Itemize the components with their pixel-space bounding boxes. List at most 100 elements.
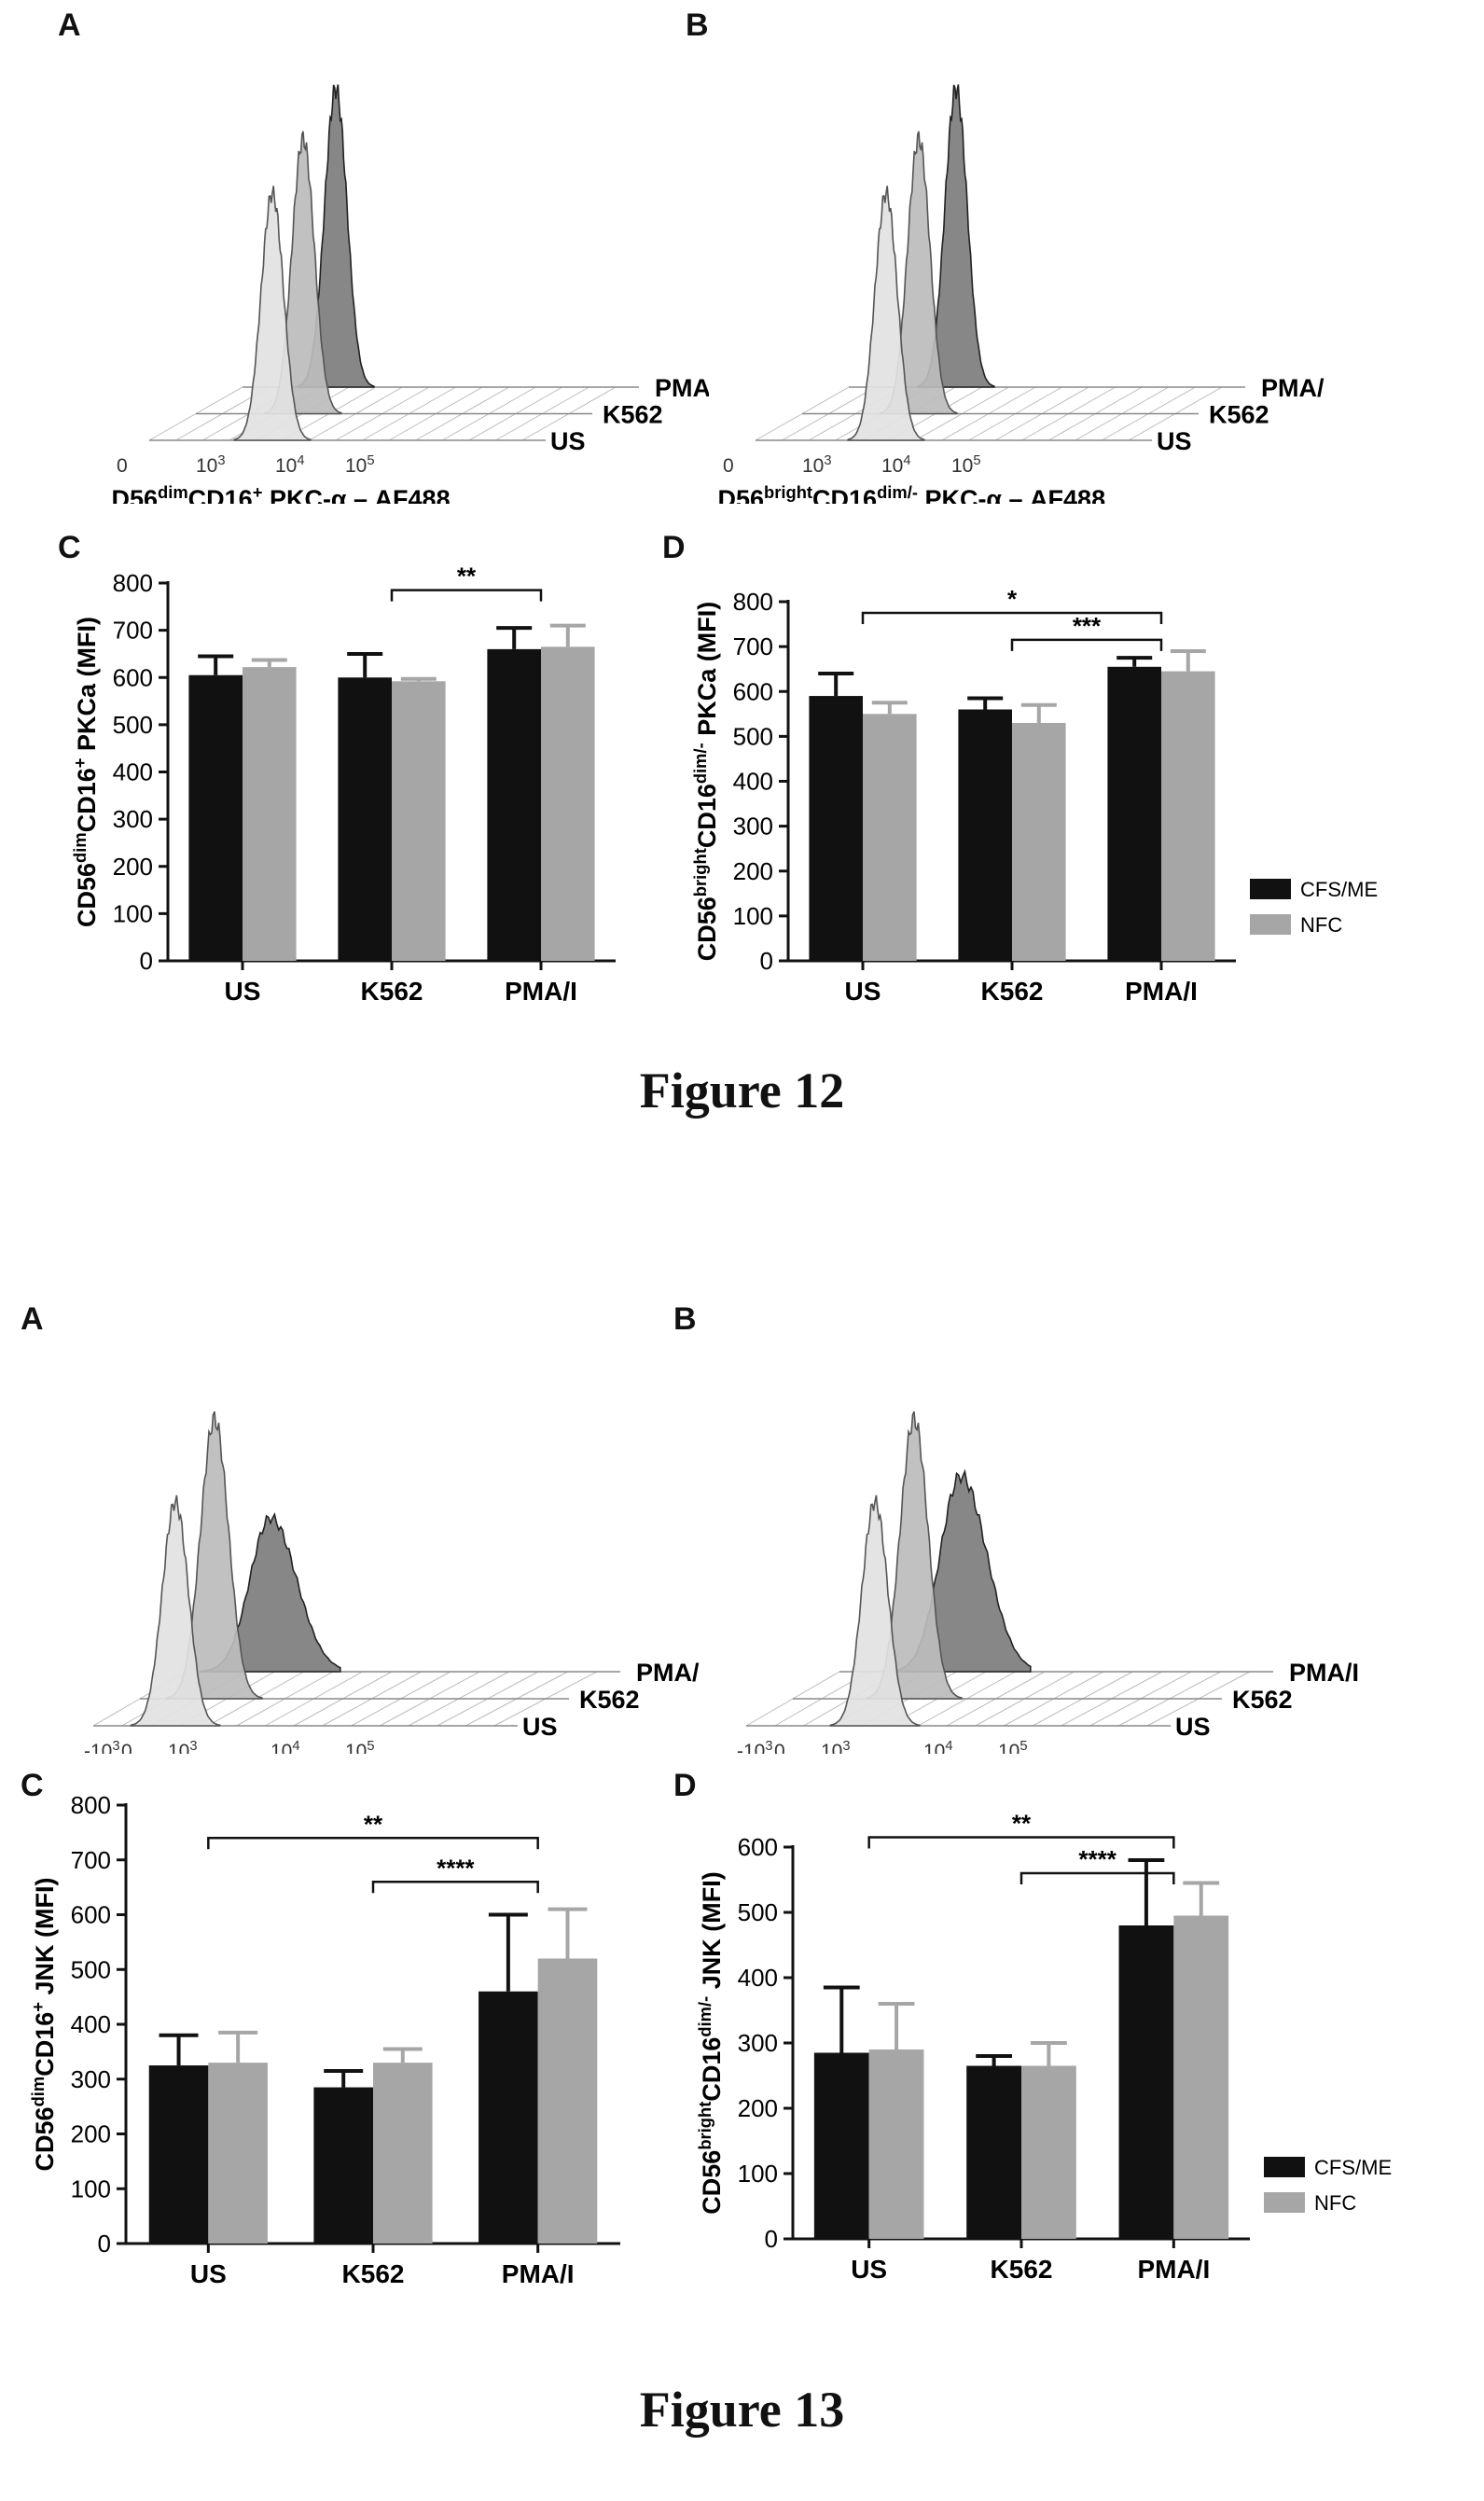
- x-tick-exp: 3: [217, 453, 225, 468]
- bar-cfs: [478, 1991, 538, 2244]
- x-tick-base: 10: [802, 455, 824, 477]
- y-tick-label: 0: [140, 947, 153, 975]
- y-tick-label: 500: [733, 722, 773, 750]
- label-part: bright: [690, 848, 710, 896]
- row-label: US: [550, 427, 586, 455]
- y-tick-label: 200: [71, 2120, 111, 2148]
- x-tick-base: 0: [723, 455, 734, 477]
- y-tick-label: 500: [738, 1898, 778, 1926]
- label-part: bright: [695, 2102, 714, 2150]
- x-tick-exp: 4: [903, 453, 910, 468]
- label-part: PKCa (MFI): [73, 617, 101, 758]
- x-tick-label: 104: [270, 1739, 300, 1754]
- bar-nfc: [1021, 2065, 1076, 2239]
- x-tick-label: 0: [121, 1741, 132, 1754]
- figure-12-histogram-b: PMA/IK562US0103104105CD56brightCD16dim/-…: [718, 84, 1325, 504]
- bar-cfs: [148, 2065, 209, 2244]
- y-tick-label: 400: [733, 768, 773, 796]
- row-label: K562: [603, 401, 663, 429]
- x-tick-label: PMA/I: [1137, 2255, 1210, 2284]
- significance-label: ****: [437, 1854, 475, 1882]
- y-tick-label: 100: [71, 2174, 111, 2202]
- histogram-peak-us: [847, 186, 925, 441]
- label-part: dim: [28, 2077, 48, 2107]
- label-part: CD56: [693, 896, 721, 961]
- x-tick-base: 10: [168, 1741, 189, 1754]
- y-tick-label: 800: [113, 569, 153, 597]
- y-tick-label: 600: [733, 677, 773, 705]
- x-tick-exp: 3: [842, 1739, 850, 1754]
- bar-cfs: [809, 696, 863, 961]
- x-tick-base: 0: [774, 1741, 785, 1754]
- y-tick-label: 0: [98, 2230, 111, 2258]
- figure-12-panel-c-letter: C: [58, 530, 81, 565]
- y-tick-label: 800: [71, 1791, 111, 1819]
- y-tick-label: 300: [738, 2029, 778, 2057]
- x-tick-label: 0: [117, 455, 128, 477]
- y-tick-label: 700: [733, 632, 773, 660]
- x-tick-base: 10: [275, 455, 297, 477]
- y-tick-label: 600: [71, 1901, 111, 1929]
- bar-nfc: [1012, 722, 1066, 961]
- x-tick-base: 0: [117, 455, 128, 477]
- bar-cfs: [313, 2087, 373, 2244]
- y-tick-label: 0: [760, 947, 773, 975]
- label-part: dim/-: [877, 482, 918, 502]
- y-tick-label: 300: [733, 813, 773, 841]
- row-label: US: [522, 1713, 558, 1741]
- label-part: CD56: [73, 863, 101, 927]
- bar-cfs: [813, 2052, 869, 2239]
- x-tick-label: K562: [981, 977, 1044, 1006]
- y-tick-label: 400: [738, 1964, 778, 1992]
- significance-bracket: [1010, 638, 1163, 651]
- x-tick-label: 103: [802, 453, 832, 477]
- bar-cfs: [958, 709, 1012, 961]
- figure-13-panel-c-letter: C: [21, 1768, 44, 1803]
- significance-bracket: [371, 1881, 539, 1894]
- bar-nfc: [208, 2063, 268, 2244]
- x-tick-label: 105: [951, 453, 981, 477]
- row-label: PMA/I: [636, 1659, 700, 1687]
- label-part: dim: [158, 482, 188, 502]
- label-part: JNK (MFI): [698, 1871, 726, 1995]
- significance-label: ****: [1078, 1845, 1116, 1873]
- histogram-x-label: CD56dimCD16+ PKC-α – AF488: [112, 482, 451, 505]
- y-tick-label: 800: [733, 588, 773, 616]
- x-tick-label: US: [190, 2259, 227, 2288]
- figure-13-caption: Figure 13: [639, 2382, 845, 2438]
- label-part: CD16: [73, 768, 101, 832]
- bar-nfc: [373, 2063, 433, 2244]
- figure-13-panel-a-letter: A: [21, 1301, 44, 1337]
- x-tick-exp: 5: [1019, 1739, 1027, 1754]
- x-tick-exp: 3: [189, 1739, 197, 1754]
- label-part: JNK (MFI): [31, 1878, 59, 2002]
- y-tick-label: 300: [71, 2065, 111, 2093]
- label-part: CD16: [698, 2037, 726, 2102]
- y-tick-label: 300: [113, 805, 153, 833]
- row-label: PMA/I: [1261, 374, 1325, 402]
- label-part: PKC-α – AF488: [262, 485, 450, 504]
- x-tick-label: 104: [881, 453, 911, 477]
- bar-cfs: [487, 648, 541, 961]
- x-tick-label: US: [225, 977, 261, 1006]
- x-tick-label: 0: [774, 1741, 785, 1754]
- y-tick-label: 500: [71, 1955, 111, 1983]
- significance-bracket: [861, 611, 1163, 625]
- y-tick-label: 700: [113, 617, 153, 645]
- y-axis-label: CD56dimCD16+ JNK (MFI): [28, 1878, 60, 2172]
- x-tick-exp: 3: [824, 453, 831, 468]
- significance-label: *: [1007, 585, 1018, 613]
- figure-12-panel-d-letter: D: [662, 530, 686, 565]
- label-part: CD16: [31, 2012, 59, 2077]
- x-tick-label: 105: [998, 1739, 1028, 1754]
- x-tick-base: 10: [345, 455, 367, 477]
- row-label: K562: [579, 1686, 640, 1714]
- x-tick-exp: 5: [367, 1739, 374, 1754]
- y-axis-label: CD56brightCD16dim/- PKCa (MFI): [690, 602, 722, 961]
- x-tick-label: US: [851, 2255, 887, 2284]
- histogram-peak-us: [233, 186, 312, 441]
- x-tick-exp: 5: [367, 453, 374, 468]
- bar-cfs: [966, 2065, 1021, 2239]
